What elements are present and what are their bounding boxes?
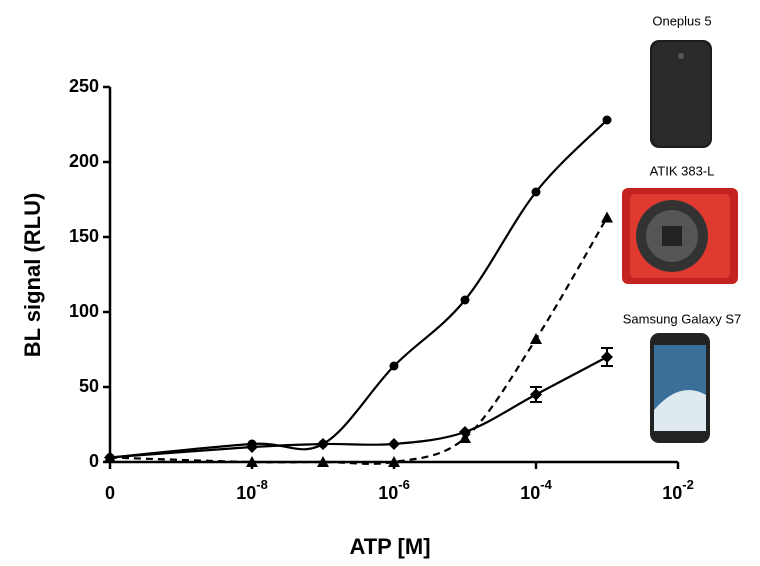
point	[389, 361, 399, 371]
point	[246, 441, 258, 453]
x-tick-label: 10-4	[520, 477, 552, 502]
series-line	[109, 356, 608, 459]
x-tick-label: 10-6	[378, 477, 410, 502]
point	[460, 295, 470, 305]
point	[530, 333, 542, 344]
x-tick-exponent: -6	[398, 477, 410, 492]
point	[317, 456, 329, 467]
series-line	[109, 119, 608, 459]
device-atik	[622, 188, 738, 284]
point	[317, 438, 329, 450]
y-tick-label: 0	[89, 451, 99, 471]
x-tick-exponent: -8	[256, 477, 268, 492]
point	[388, 438, 400, 450]
device-samsung	[650, 333, 710, 443]
legend-label: ATIK 383-L	[650, 163, 715, 178]
x-tick-label: 0	[105, 483, 115, 503]
point	[530, 388, 542, 401]
x-tick-base: 10	[236, 483, 256, 503]
point	[531, 187, 541, 197]
x-tick-base: 10	[378, 483, 398, 503]
x-tick-label: 10-2	[662, 477, 694, 502]
y-tick-label: 150	[69, 226, 99, 246]
legend-label: Oneplus 5	[652, 13, 711, 28]
series-line	[109, 216, 608, 465]
x-tick-base: 10	[662, 483, 682, 503]
x-tick-label: 10-8	[236, 477, 268, 502]
y-tick-label: 200	[69, 151, 99, 171]
x-tick-base: 10	[520, 483, 540, 503]
point	[246, 456, 258, 467]
x-tick-exponent: -4	[540, 477, 552, 492]
point	[601, 211, 613, 223]
point	[388, 456, 400, 467]
x-axis-title: ATP [M]	[349, 534, 430, 559]
x-tick-exponent: -2	[682, 477, 694, 492]
device-oneplus	[650, 40, 712, 148]
y-tick-label: 250	[69, 76, 99, 96]
point	[602, 115, 612, 125]
point	[459, 426, 471, 438]
y-axis-title: BL signal (RLU)	[20, 193, 45, 358]
y-tick-label: 50	[79, 376, 99, 396]
legend-label: Samsung Galaxy S7	[623, 311, 742, 326]
point	[601, 351, 613, 363]
point	[104, 451, 116, 464]
y-tick-label: 100	[69, 301, 99, 321]
